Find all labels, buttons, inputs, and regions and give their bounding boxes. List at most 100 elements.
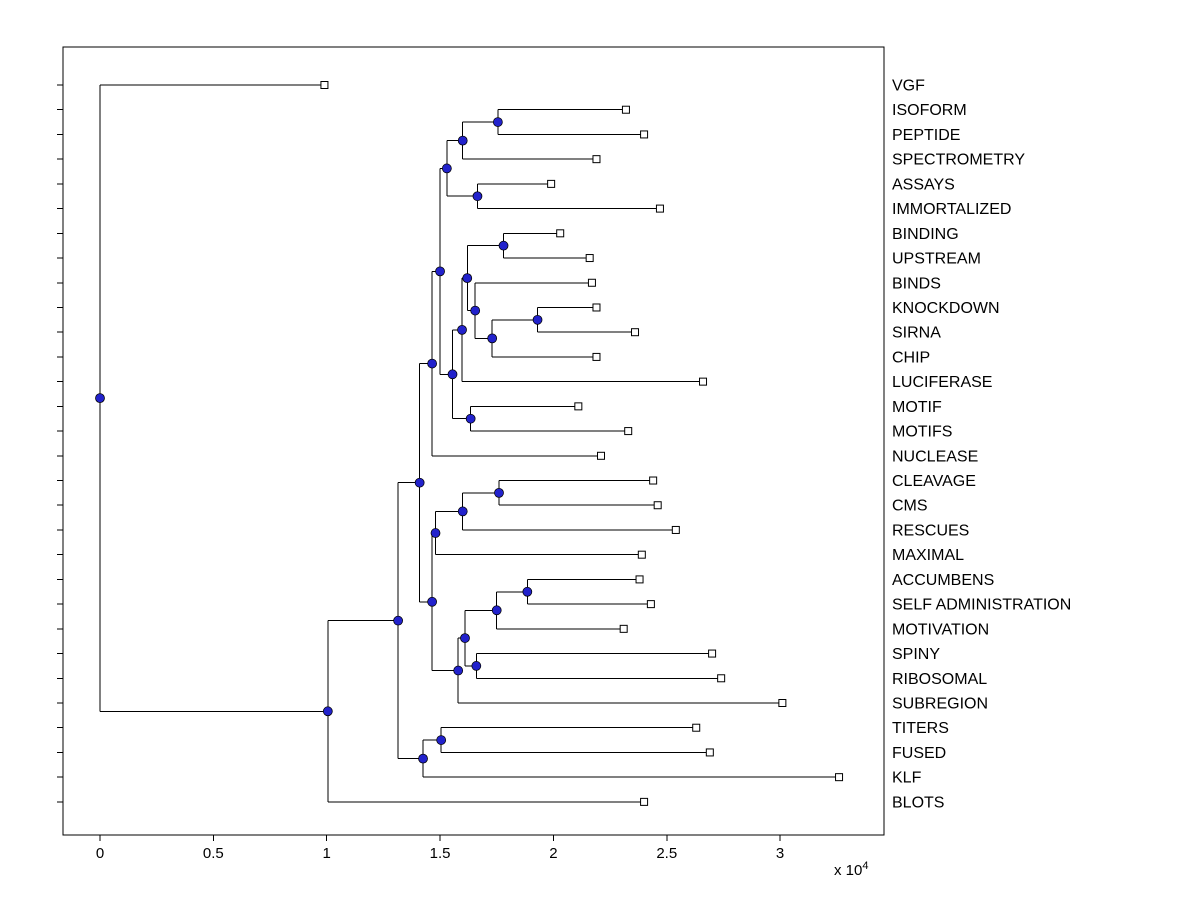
leaf-label: BINDING bbox=[892, 226, 959, 243]
internal-node-marker bbox=[470, 305, 481, 316]
axis-box bbox=[62, 46, 885, 836]
x-axis-tick-label: 0.5 bbox=[203, 845, 224, 862]
leaf-marker bbox=[320, 81, 329, 89]
leaf-label: UPSTREAM bbox=[892, 251, 981, 268]
internal-node-marker bbox=[460, 633, 470, 643]
leaf-marker bbox=[717, 674, 726, 683]
leaf-label: MAXIMAL bbox=[892, 547, 964, 564]
internal-node-marker bbox=[491, 605, 502, 616]
internal-node-marker bbox=[435, 266, 445, 277]
leaf-marker bbox=[621, 105, 630, 114]
internal-node-marker bbox=[427, 358, 437, 369]
leaf-marker bbox=[671, 525, 680, 534]
leaf-label: PEPTIDE bbox=[892, 127, 960, 144]
x-axis-tick-label: 2.5 bbox=[656, 845, 677, 862]
x-axis-tick-label: 0 bbox=[96, 845, 104, 862]
root-node-marker bbox=[95, 393, 105, 404]
leaf-label: TITERS bbox=[892, 720, 949, 737]
leaf-marker bbox=[556, 229, 565, 238]
leaf-marker bbox=[587, 278, 596, 287]
leaf-label: ISOFORM bbox=[892, 102, 967, 119]
axis-exponent-value: 4 bbox=[862, 860, 869, 872]
axis-exponent-prefix: x 10 bbox=[834, 862, 863, 879]
internal-node-marker bbox=[471, 661, 482, 671]
leaf-marker bbox=[592, 352, 601, 361]
internal-node-marker bbox=[427, 596, 437, 607]
internal-node-marker bbox=[462, 273, 473, 283]
internal-node-marker bbox=[457, 325, 467, 335]
internal-node-marker bbox=[498, 240, 509, 251]
leaf-label: MOTIFS bbox=[892, 424, 952, 441]
leaf-label: RESCUES bbox=[892, 522, 969, 539]
leaf-label: LUCIFERASE bbox=[892, 374, 992, 391]
axis-exponent-label: x 104 bbox=[834, 860, 868, 879]
leaf-marker bbox=[585, 254, 594, 263]
internal-node-marker bbox=[441, 163, 452, 174]
leaf-marker bbox=[635, 575, 644, 584]
leaf-label: CLEAVAGE bbox=[892, 473, 976, 490]
leaf-marker bbox=[640, 130, 649, 139]
leaf-label: ACCUMBENS bbox=[892, 572, 994, 589]
leaf-label: SPINY bbox=[892, 646, 940, 663]
leaf-marker bbox=[624, 427, 633, 436]
internal-node-marker bbox=[430, 528, 441, 538]
internal-node-marker bbox=[522, 586, 533, 597]
leaf-label: CHIP bbox=[892, 349, 930, 366]
leaf-label: SELF ADMINISTRATION bbox=[892, 597, 1071, 614]
internal-node-marker bbox=[436, 735, 447, 745]
leaf-marker bbox=[640, 797, 649, 806]
internal-node-marker bbox=[322, 706, 333, 717]
internal-node-marker bbox=[465, 413, 476, 424]
leaf-label: ASSAYS bbox=[892, 176, 955, 193]
internal-node-marker bbox=[487, 333, 498, 344]
leaf-marker bbox=[597, 451, 606, 460]
leaf-marker bbox=[705, 748, 714, 757]
leaf-label: MOTIF bbox=[892, 399, 942, 416]
leaf-label: BINDS bbox=[892, 275, 941, 292]
leaf-label: KLF bbox=[892, 770, 922, 787]
internal-node-marker bbox=[453, 665, 464, 676]
leaf-marker bbox=[708, 649, 717, 658]
internal-node-marker bbox=[393, 615, 403, 626]
leaf-marker bbox=[699, 377, 708, 386]
x-axis-tick-label: 3 bbox=[776, 845, 784, 862]
x-axis-tick-label: 2 bbox=[549, 845, 557, 862]
leaf-marker bbox=[653, 501, 662, 510]
x-axis-tick-label: 1.5 bbox=[430, 845, 451, 862]
internal-node-marker bbox=[492, 117, 503, 127]
leaf-marker bbox=[692, 723, 701, 732]
internal-node-marker bbox=[457, 506, 468, 517]
leaf-marker bbox=[631, 328, 640, 337]
x-axis-tick-label: 1 bbox=[323, 845, 331, 862]
leaf-marker bbox=[649, 476, 658, 485]
leaf-label: SPECTROMETRY bbox=[892, 152, 1025, 169]
leaf-label: IMMORTALIZED bbox=[892, 201, 1011, 218]
leaf-marker bbox=[592, 155, 601, 164]
internal-node-marker bbox=[457, 135, 468, 146]
leaf-label: FUSED bbox=[892, 745, 946, 762]
internal-node-marker bbox=[532, 314, 543, 325]
leaf-marker bbox=[574, 402, 583, 411]
leaf-label: CMS bbox=[892, 498, 928, 515]
leaf-label: RIBOSOMAL bbox=[892, 671, 987, 688]
leaf-label: KNOCKDOWN bbox=[892, 300, 1000, 317]
internal-node-marker bbox=[418, 753, 428, 764]
internal-node-marker bbox=[414, 477, 425, 488]
leaf-marker bbox=[655, 204, 664, 213]
leaf-label: SUBREGION bbox=[892, 696, 988, 713]
internal-node-marker bbox=[472, 191, 483, 202]
leaf-marker bbox=[646, 600, 655, 609]
leaf-marker bbox=[619, 624, 628, 633]
leaf-label: BLOTS bbox=[892, 794, 944, 811]
leaf-label: MOTIVATION bbox=[892, 621, 989, 638]
leaf-label: SIRNA bbox=[892, 325, 941, 342]
leaf-marker bbox=[547, 179, 556, 188]
leaf-label: NUCLEASE bbox=[892, 448, 978, 465]
leaf-label: VGF bbox=[892, 78, 925, 95]
leaf-marker bbox=[592, 303, 601, 312]
leaf-marker bbox=[835, 773, 844, 782]
internal-node-marker bbox=[494, 488, 504, 498]
internal-node-marker bbox=[447, 369, 458, 380]
